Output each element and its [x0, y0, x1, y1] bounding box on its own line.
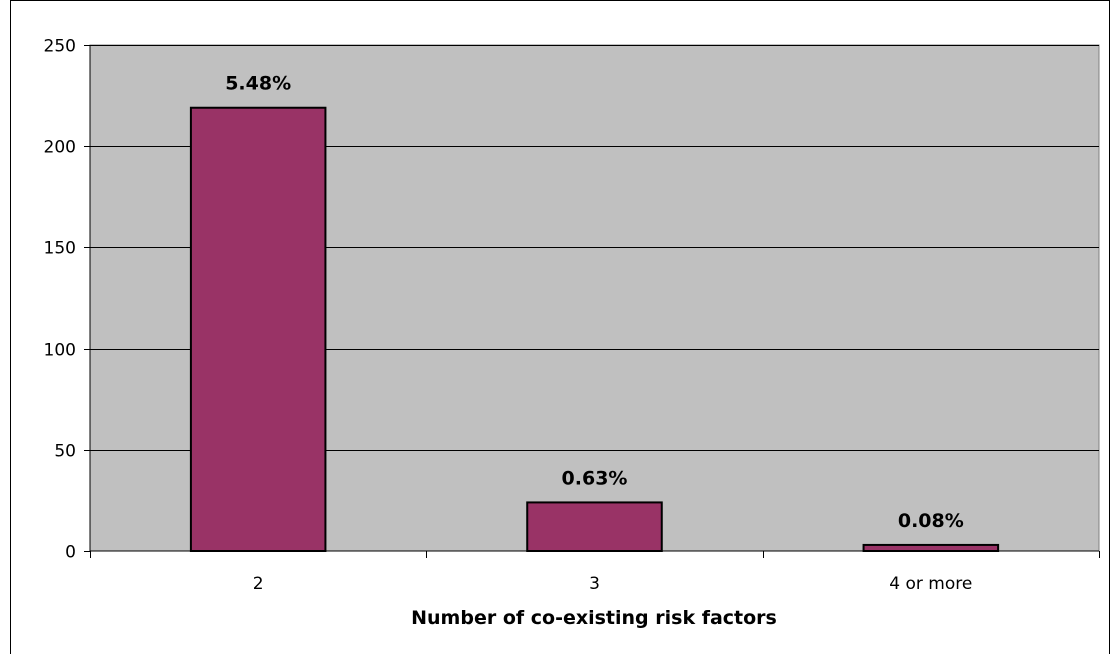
x-axis-title: Number of co-existing risk factors	[411, 607, 777, 629]
data-label: 5.48%	[225, 73, 291, 95]
x-tick-label: 2	[253, 574, 264, 594]
x-tick-label: 4 or more	[889, 574, 972, 594]
y-tick-label: 150	[44, 239, 76, 259]
bar	[189, 106, 327, 553]
data-labels: 5.48% 0.63% 0.08%	[225, 73, 964, 532]
y-tick-labels: 0 50 100 150 200 250	[44, 37, 76, 563]
bar	[862, 543, 1000, 552]
y-tick-label: 50	[54, 442, 76, 462]
y-tick-label: 250	[44, 37, 76, 57]
data-label: 0.08%	[898, 510, 964, 532]
x-tick-label: 3	[589, 574, 600, 594]
y-tick-label: 0	[65, 543, 76, 563]
axes	[89, 45, 1099, 552]
y-tick-label: 200	[44, 138, 76, 158]
data-label: 0.63%	[562, 467, 628, 489]
y-tick-label: 100	[44, 341, 76, 361]
bar	[526, 501, 663, 553]
x-tick-labels: 2 3 4 or more	[253, 574, 973, 594]
bars	[189, 106, 1000, 553]
